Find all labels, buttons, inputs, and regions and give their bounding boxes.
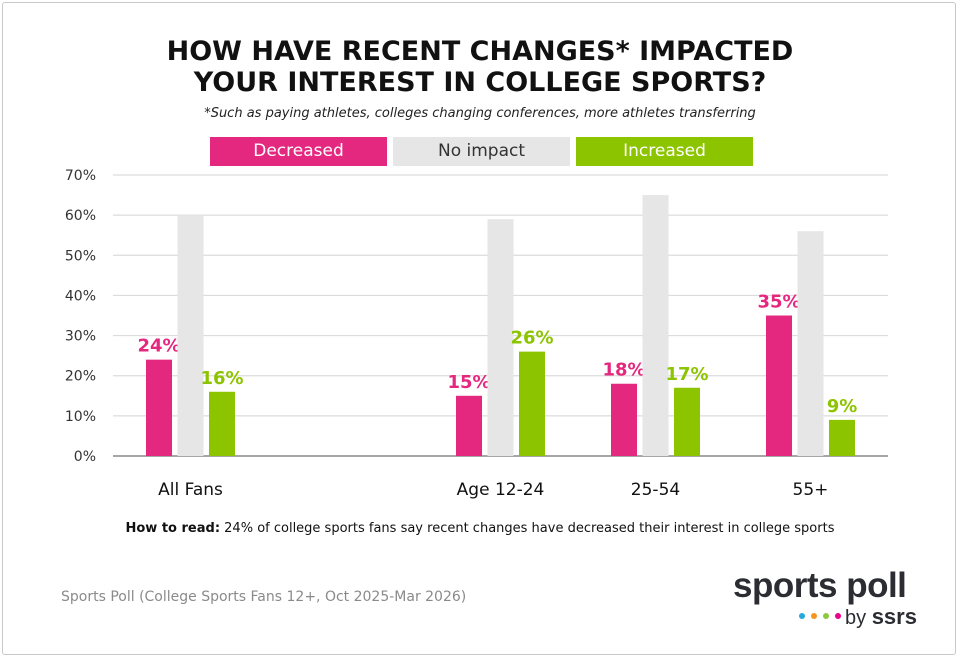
bar-no-impact xyxy=(487,219,514,456)
data-label: 26% xyxy=(510,328,553,349)
y-tick-label: 60% xyxy=(65,208,96,224)
data-label: 35% xyxy=(757,292,800,313)
bar-increased xyxy=(209,391,235,456)
logo-by: by ssrs xyxy=(845,604,917,629)
logo-dot xyxy=(835,613,841,619)
chart-title: HOW HAVE RECENT CHANGES* IMPACTED YOUR I… xyxy=(0,36,960,98)
logo-text: sports poll xyxy=(733,566,907,605)
how-to-read: How to read: 24% of college sports fans … xyxy=(0,521,960,536)
bar-decreased xyxy=(146,359,172,456)
bar-increased xyxy=(674,387,700,456)
x-category-label: All Fans xyxy=(158,480,223,500)
legend-decreased: Decreased xyxy=(210,137,387,166)
data-label: 16% xyxy=(200,368,243,389)
x-category-label: 25-54 xyxy=(631,480,680,500)
data-label: 18% xyxy=(602,360,645,381)
y-tick-label: 0% xyxy=(74,449,96,465)
logo-dot xyxy=(799,613,805,619)
chart-subtitle: *Such as paying athletes, colleges chang… xyxy=(204,106,756,121)
logo-dot xyxy=(823,613,829,619)
data-label: 9% xyxy=(827,396,858,417)
title-line-1: HOW HAVE RECENT CHANGES* IMPACTED xyxy=(166,36,794,67)
bar-increased xyxy=(519,351,545,456)
y-tick-label: 70% xyxy=(65,168,96,184)
y-tick-label: 20% xyxy=(65,369,96,385)
source-note: Sports Poll (College Sports Fans 12+, Oc… xyxy=(61,589,467,605)
data-label: 15% xyxy=(447,372,490,393)
bar-decreased xyxy=(766,315,792,456)
bar-no-impact xyxy=(177,215,204,456)
y-tick-label: 50% xyxy=(65,248,96,264)
legend-increased: Increased xyxy=(576,137,753,166)
bar-decreased xyxy=(456,395,482,456)
sports-poll-logo: sports poll by ssrs xyxy=(733,566,923,630)
y-tick-label: 10% xyxy=(65,409,96,425)
data-label: 24% xyxy=(137,336,180,357)
bar-no-impact xyxy=(642,195,669,457)
logo-dot xyxy=(811,613,817,619)
y-tick-label: 40% xyxy=(65,288,96,304)
how-to-read-label: How to read: xyxy=(125,521,221,536)
x-category-label: Age 12-24 xyxy=(457,480,545,500)
title-line-2: YOUR INTEREST IN COLLEGE SPORTS? xyxy=(193,67,767,98)
y-tick-label: 30% xyxy=(65,329,96,345)
legend-no-impact: No impact xyxy=(393,137,570,166)
how-to-read-text: 24% of college sports fans say recent ch… xyxy=(220,521,835,536)
bar-decreased xyxy=(611,383,637,456)
data-label: 17% xyxy=(665,364,708,385)
bar-increased xyxy=(829,419,855,456)
x-category-label: 55+ xyxy=(793,480,829,500)
bar-no-impact xyxy=(797,231,824,456)
